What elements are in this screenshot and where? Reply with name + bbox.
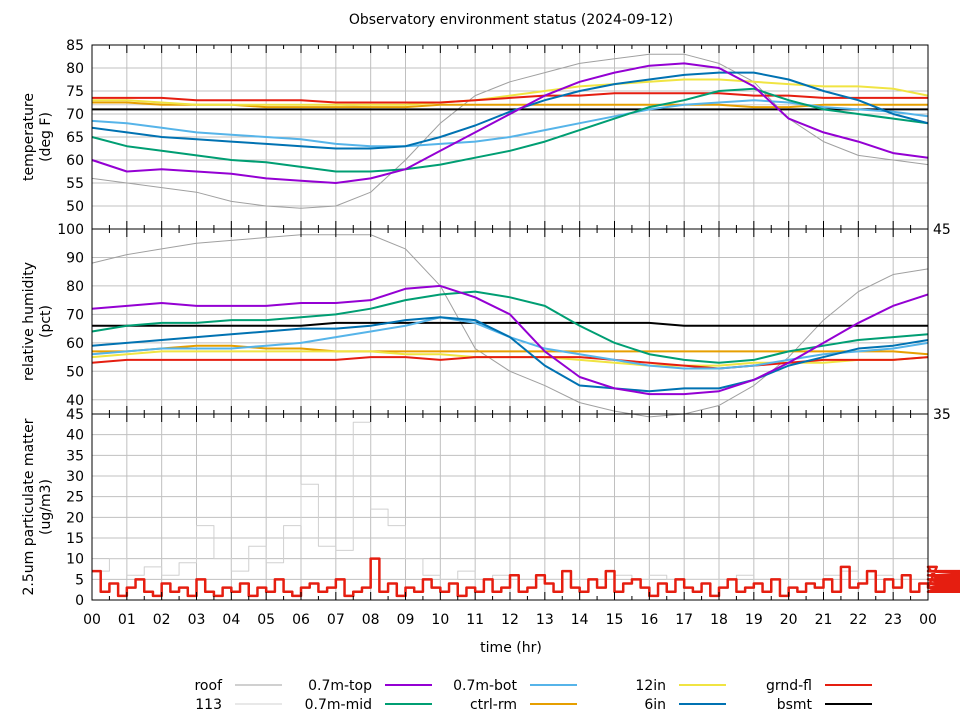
chart-title: Observatory environment status (2024-09-… xyxy=(349,12,673,28)
x-tick-label: 01 xyxy=(118,612,136,628)
y-tick-label: 35 xyxy=(933,407,951,423)
x-tick-label: 18 xyxy=(710,612,728,628)
legend-label: 12in xyxy=(635,678,666,694)
y-tick-label: 70 xyxy=(66,107,84,123)
y-tick-label: 15 xyxy=(66,531,84,547)
x-tick-label: 03 xyxy=(188,612,206,628)
legend-label: ctrl-rm xyxy=(470,697,517,713)
y-tick-label: 55 xyxy=(66,176,84,192)
legend-label: grnd-fl xyxy=(766,678,812,694)
panel-2: 0 5 10 15 20 25 30 35 40 45 2.5um particulate matt… xyxy=(21,407,960,609)
y-tick-label: 10 xyxy=(66,552,84,568)
x-tick-label: 04 xyxy=(222,612,240,628)
x-tick-label: 23 xyxy=(884,612,902,628)
series-line-12in xyxy=(92,78,929,106)
series-line-grnd-fl xyxy=(92,557,960,598)
y-tick-label: 45 xyxy=(933,222,951,238)
x-tick-label: 19 xyxy=(745,612,763,628)
y-axis-label: (deg F) xyxy=(38,112,54,162)
x-tick-label: 17 xyxy=(675,612,693,628)
x-tick-label: 00 xyxy=(919,612,937,628)
y-axis-label: relative humidity xyxy=(21,262,37,381)
y-axis-label: temperature xyxy=(21,93,37,181)
y-tick-label: 20 xyxy=(66,510,84,526)
y-tick-label: 40 xyxy=(66,393,84,409)
panel-0: 45 50 55 60 65 70 75 80 85 temperature (deg F) xyxy=(21,38,951,238)
legend-label: 6in xyxy=(644,697,666,713)
y-axis-label: 2.5um particulate matter xyxy=(21,418,37,595)
x-tick-label: 22 xyxy=(849,612,867,628)
x-tick-label: 05 xyxy=(257,612,275,628)
x-tick-label: 21 xyxy=(815,612,833,628)
y-tick-label: 5 xyxy=(75,572,84,588)
x-tick-label: 13 xyxy=(536,612,554,628)
x-tick-label: 11 xyxy=(466,612,484,628)
series-line-0.7m-top xyxy=(91,284,929,396)
legend-label: 113 xyxy=(195,697,222,713)
y-tick-label: 100 xyxy=(57,222,84,238)
y-tick-label: 0 xyxy=(75,593,84,609)
y-tick-label: 65 xyxy=(66,130,84,146)
y-tick-label: 70 xyxy=(66,307,84,323)
series-line-0.7m-mid xyxy=(91,87,929,173)
y-tick-label: 80 xyxy=(66,279,84,295)
y-axis-label: (pct) xyxy=(38,305,54,338)
panel-1: 35 40 50 60 70 80 90 100 relative humidity (pct) xyxy=(21,222,951,423)
series-line-0.7m-mid xyxy=(91,290,929,364)
y-tick-label: 90 xyxy=(66,250,84,266)
y-tick-label: 60 xyxy=(66,336,84,352)
y-tick-label: 45 xyxy=(66,407,84,423)
series-line-6in xyxy=(91,316,929,393)
legend-label: roof xyxy=(194,678,223,694)
x-tick-label: 12 xyxy=(501,612,519,628)
y-tick-label: 80 xyxy=(66,61,84,77)
series-line-grnd-fl xyxy=(92,92,928,104)
x-tick-label: 07 xyxy=(327,612,345,628)
legend-label: bsmt xyxy=(777,697,813,713)
series-line-roof xyxy=(91,234,929,418)
legend-label: 0.7m-top xyxy=(308,678,372,694)
series-line-0.7m-top xyxy=(91,62,929,184)
legend: roof 113 0.7m-top 0.7m-mid 0.7m-bot ctrl-rm 12… xyxy=(194,678,872,713)
x-tick-label: 09 xyxy=(397,612,415,628)
y-tick-label: 35 xyxy=(66,448,84,464)
x-tick-label: 02 xyxy=(153,612,171,628)
y-tick-label: 30 xyxy=(66,469,84,485)
x-tick-label: 15 xyxy=(606,612,624,628)
x-axis-label: time (hr) xyxy=(480,640,542,656)
series-line-bsmt xyxy=(92,321,928,327)
x-tick-label: 08 xyxy=(362,612,380,628)
x-tick-label: 10 xyxy=(431,612,449,628)
series-line-6in xyxy=(91,71,929,150)
legend-label: 0.7m-mid xyxy=(305,697,372,713)
y-tick-label: 85 xyxy=(66,38,84,54)
y-tick-label: 50 xyxy=(66,199,84,215)
x-tick-label: 20 xyxy=(780,612,798,628)
y-tick-label: 75 xyxy=(66,84,84,100)
y-tick-label: 25 xyxy=(66,490,84,506)
legend-label: 0.7m-bot xyxy=(453,678,517,694)
y-tick-label: 40 xyxy=(66,428,84,444)
y-tick-label: 50 xyxy=(66,364,84,380)
x-tick-label: 00 xyxy=(83,612,101,628)
x-tick-label: 06 xyxy=(292,612,310,628)
x-tick-label: 16 xyxy=(640,612,658,628)
y-tick-label: 60 xyxy=(66,153,84,169)
x-tick-label: 14 xyxy=(571,612,589,628)
y-axis-label: (ug/m3) xyxy=(38,479,54,535)
series-line-0.7m-bot xyxy=(91,99,929,148)
